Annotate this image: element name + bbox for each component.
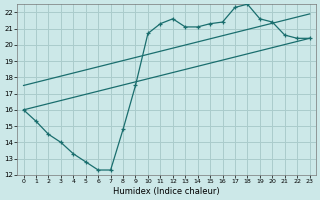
X-axis label: Humidex (Indice chaleur): Humidex (Indice chaleur) [113,187,220,196]
